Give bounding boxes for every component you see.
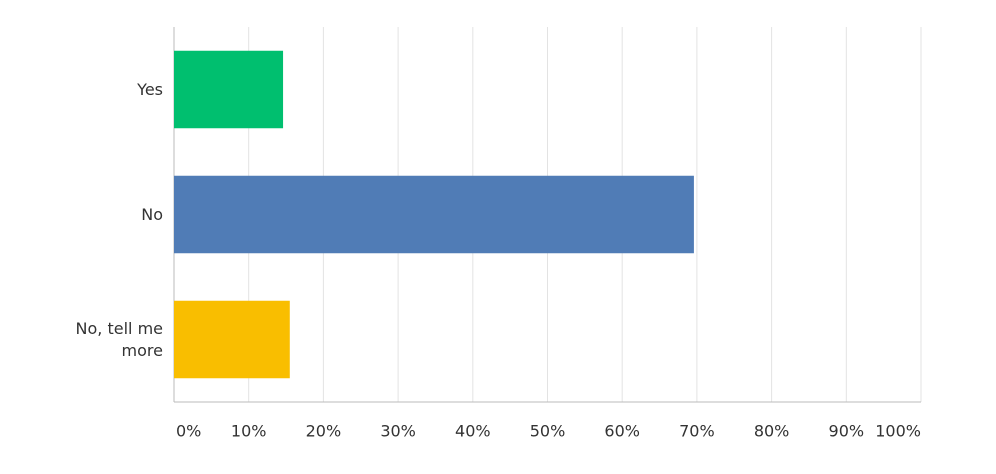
y-tick-label: No, tell me more [75, 318, 163, 360]
x-tick-label: 30% [380, 422, 416, 441]
x-tick-label: 60% [604, 422, 640, 441]
bar [174, 50, 284, 129]
y-tick-label: Yes [137, 79, 163, 99]
x-tick-label: 80% [754, 422, 790, 441]
x-tick-label: 10% [231, 422, 267, 441]
x-tick-label: 90% [829, 422, 865, 441]
bar [174, 300, 290, 379]
y-tick-label: No [141, 204, 163, 224]
x-tick-label: 50% [530, 422, 566, 441]
bar [174, 175, 694, 254]
x-tick-label: 20% [306, 422, 342, 441]
x-tick-label: 40% [455, 422, 491, 441]
x-tick-label: 70% [679, 422, 715, 441]
x-tick-label: 0% [176, 422, 201, 441]
x-tick-label: 100% [875, 422, 921, 441]
